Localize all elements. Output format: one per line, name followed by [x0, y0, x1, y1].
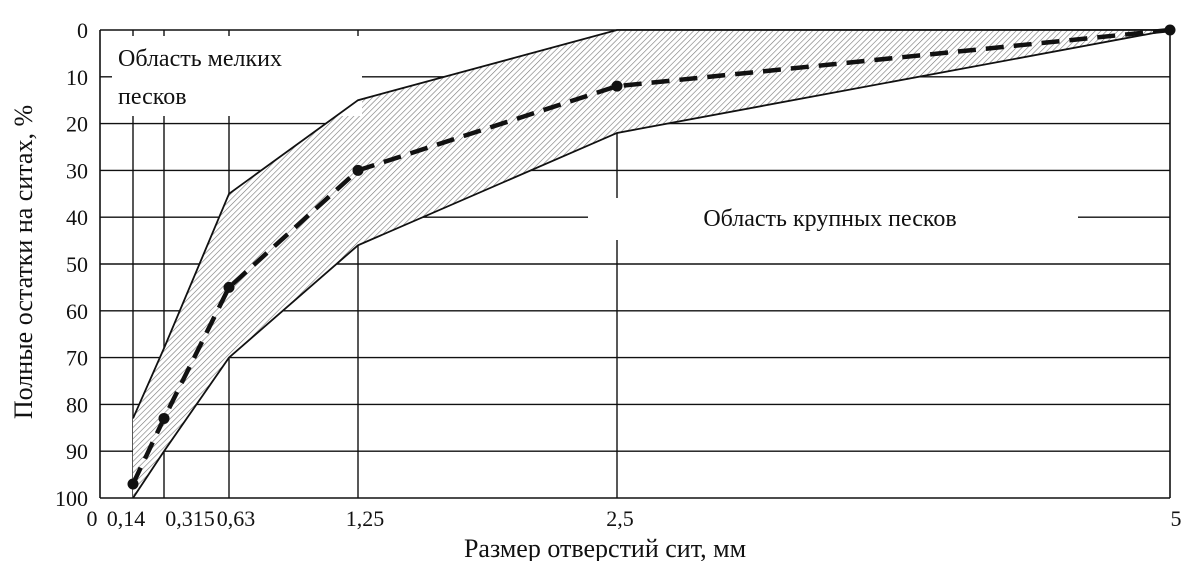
y-tick-label: 30 — [66, 158, 88, 183]
fine-sand-label-bg — [112, 36, 362, 116]
y-tick-label: 70 — [66, 346, 88, 371]
y-tick-label: 0 — [77, 18, 88, 43]
data-point — [158, 412, 170, 424]
y-tick-label: 90 — [66, 439, 88, 464]
data-point — [1164, 24, 1176, 36]
fine-sand-label-line2: песков — [118, 84, 187, 110]
y-tick-label: 20 — [66, 112, 88, 137]
coarse-sand-label: Область крупных песков — [703, 206, 956, 232]
y-tick-label: 80 — [66, 392, 88, 417]
series-sample — [130, 27, 1171, 485]
coarse-sand-label-bg — [588, 198, 1078, 240]
series-upper-boundary — [132, 29, 1170, 419]
fine-sand-label-line1: Область мелких — [118, 46, 282, 72]
y-tick-label: 100 — [55, 486, 88, 511]
x-tick-label: 0,14 — [107, 506, 146, 531]
x-tick-label: 0,63 — [217, 506, 256, 531]
data-point — [127, 478, 139, 490]
y-tick-label: 60 — [66, 299, 88, 324]
x-tick-label: 0,315 — [165, 506, 215, 531]
y-tick-label: 10 — [66, 65, 88, 90]
y-tick-label: 50 — [66, 252, 88, 277]
series-lower-boundary — [132, 29, 1171, 499]
x-tick-label: 1,25 — [346, 506, 385, 531]
x-tick-label: 2,5 — [606, 506, 634, 531]
data-point — [352, 164, 364, 176]
x-tick-label: 5 — [1171, 506, 1182, 531]
x-tick-label: 0 — [87, 506, 98, 531]
x-axis-label: Размер отверстий сит, мм — [464, 534, 746, 561]
data-point — [223, 281, 235, 293]
y-tick-label: 40 — [66, 205, 88, 230]
y-axis-label: Полные остатки на ситах, % — [9, 105, 38, 419]
grading-zone-hatch — [133, 30, 1170, 498]
data-point — [611, 80, 623, 92]
